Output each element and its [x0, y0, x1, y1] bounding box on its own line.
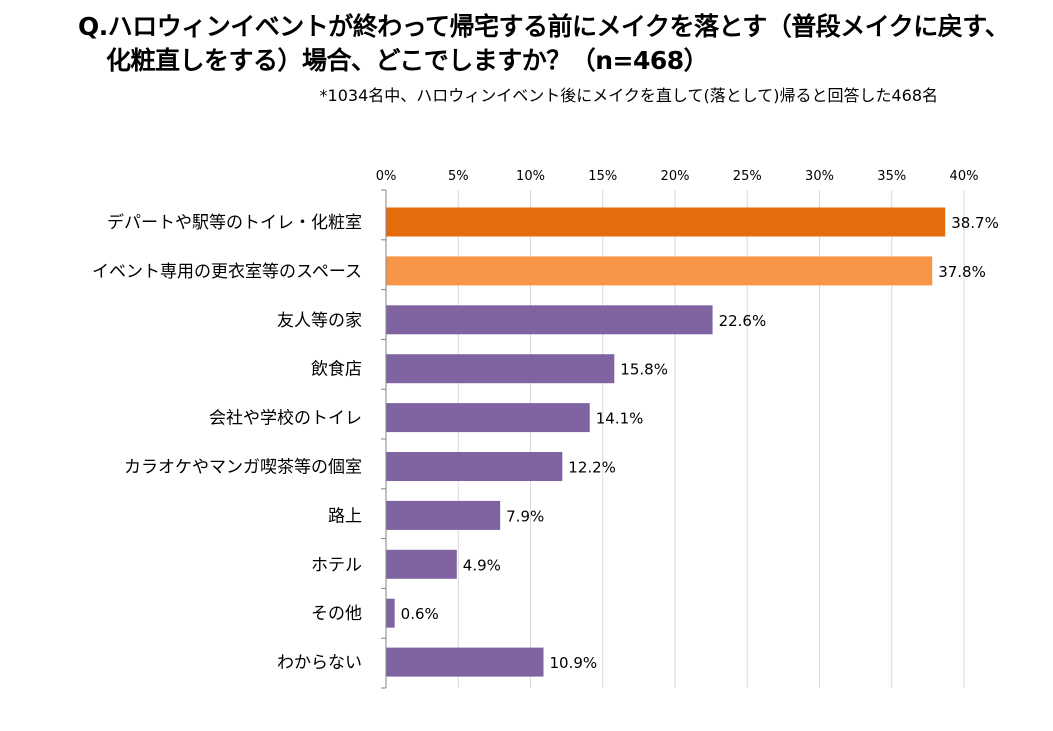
- data-label: 37.8%: [938, 263, 986, 281]
- data-label: 0.6%: [401, 605, 439, 623]
- category-label: ホテル: [311, 555, 362, 575]
- category-label: 友人等の家: [277, 311, 362, 331]
- x-axis-tick-labels: 0% 5% 10% 15% 20% 25% 30% 35% 40%: [376, 169, 979, 184]
- bar: [386, 598, 395, 628]
- bars: [386, 207, 946, 677]
- data-label: 15.8%: [620, 361, 668, 379]
- chart-title: Q.ハロウィンイベントが終わって帰宅する前にメイクを落とす（普段メイクに戻す、 …: [78, 10, 1038, 78]
- bar: [386, 403, 590, 433]
- data-label: 22.6%: [719, 312, 767, 330]
- category-label: わからない: [277, 653, 362, 673]
- data-labels: 38.7% 37.8% 22.6% 15.8% 14.1% 12.2% 7.9% 4.9% 0.…: [401, 214, 999, 672]
- data-label: 14.1%: [596, 410, 644, 428]
- x-tick-label: 0%: [376, 169, 397, 184]
- data-label: 38.7%: [951, 214, 999, 232]
- category-labels: デパートや駅等のトイレ・化粧室イベント専用の更衣室等のスペース友人等の家飲食店会…: [92, 212, 362, 673]
- bar: [386, 549, 457, 579]
- y-axis: [381, 189, 387, 689]
- x-tick-label: 20%: [661, 169, 690, 184]
- data-label: 12.2%: [568, 459, 616, 477]
- x-tick-label: 30%: [805, 169, 834, 184]
- bar: [386, 500, 501, 530]
- chart-subtitle: *1034名中、ハロウィンイベント後にメイクを直して(落として)帰ると回答した4…: [319, 86, 938, 105]
- data-label: 10.9%: [550, 654, 598, 672]
- bar: [386, 305, 713, 335]
- data-label: 4.9%: [463, 556, 501, 574]
- category-label: デパートや駅等のトイレ・化粧室: [107, 212, 362, 233]
- category-label: カラオケやマンガ喫茶等の個室: [124, 458, 362, 478]
- category-label: イベント専用の更衣室等のスペース: [92, 262, 362, 282]
- chart-title-line-2: 化粧直しをする）場合、どこでしますか？（n=468）: [106, 46, 709, 75]
- data-label: 7.9%: [506, 507, 544, 525]
- x-tick-label: 40%: [950, 169, 979, 184]
- category-label: 会社や学校のトイレ: [209, 409, 362, 429]
- x-tick-label: 5%: [448, 169, 469, 184]
- bar: [386, 647, 544, 677]
- x-tick-label: 35%: [877, 169, 906, 184]
- x-tick-label: 15%: [588, 169, 617, 184]
- bar: [386, 207, 946, 237]
- chart-title-line-1: Q.ハロウィンイベントが終わって帰宅する前にメイクを落とす（普段メイクに戻す、: [78, 12, 1010, 41]
- category-label: その他: [311, 604, 362, 624]
- x-tick-label: 10%: [516, 169, 545, 184]
- x-tick-label: 25%: [733, 169, 762, 184]
- bar: [386, 354, 615, 384]
- category-label: 飲食店: [311, 360, 362, 380]
- category-label: 路上: [328, 506, 362, 526]
- bar: [386, 256, 933, 286]
- bar: [386, 452, 563, 481]
